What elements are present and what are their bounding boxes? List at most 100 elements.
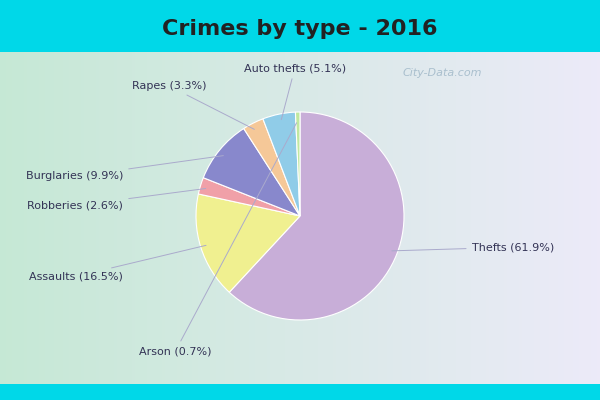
Bar [276,52,279,384]
Bar [45,52,48,384]
Bar [237,52,240,384]
Bar [333,52,336,384]
Bar [246,52,249,384]
Bar [153,52,156,384]
Bar [138,52,141,384]
Bar [165,52,168,384]
Text: Crimes by type - 2016: Crimes by type - 2016 [162,18,438,39]
Bar [411,52,414,384]
Bar [30,52,33,384]
Bar [126,52,129,384]
Bar [468,52,471,384]
Wedge shape [199,178,300,216]
Bar [579,52,582,384]
Bar [147,52,150,384]
Bar [162,52,165,384]
Bar [420,52,423,384]
Bar [114,52,117,384]
Bar [393,52,396,384]
Bar [429,52,432,384]
Bar [402,52,405,384]
Bar [174,52,177,384]
Bar [537,52,540,384]
Bar [555,52,558,384]
Bar [327,52,330,384]
Bar [339,52,342,384]
Bar [18,52,21,384]
Bar [15,52,18,384]
Bar [387,52,390,384]
Bar [435,52,438,384]
Text: Assaults (16.5%): Assaults (16.5%) [29,245,206,281]
Bar [516,52,519,384]
Bar [150,52,153,384]
Bar [480,52,483,384]
Bar [324,52,327,384]
Bar [24,52,27,384]
Bar [21,52,24,384]
Bar [492,52,495,384]
Wedge shape [263,112,300,216]
Bar [474,52,477,384]
Bar [534,52,537,384]
Bar [90,52,93,384]
Bar [570,52,573,384]
Bar [6,52,9,384]
Bar [75,52,78,384]
Bar [348,52,351,384]
Bar [78,52,81,384]
Bar [210,52,213,384]
Bar [12,52,15,384]
Bar [171,52,174,384]
Bar [540,52,543,384]
Bar [588,52,591,384]
Text: Arson (0.7%): Arson (0.7%) [139,123,296,356]
Bar [69,52,72,384]
Bar [267,52,270,384]
Bar [519,52,522,384]
Bar [42,52,45,384]
Bar [417,52,420,384]
Bar [195,52,198,384]
Bar [375,52,378,384]
Bar [315,52,318,384]
Bar [489,52,492,384]
Bar [564,52,567,384]
Bar [39,52,42,384]
Bar [294,52,297,384]
Bar [459,52,462,384]
Bar [447,52,450,384]
Bar [192,52,195,384]
Bar [561,52,564,384]
Bar [51,52,54,384]
Bar [63,52,66,384]
Bar [285,52,288,384]
Bar [498,52,501,384]
Bar [426,52,429,384]
Bar [123,52,126,384]
Bar [495,52,498,384]
Bar [189,52,192,384]
Bar [120,52,123,384]
Bar [507,52,510,384]
Bar [438,52,441,384]
Bar [597,52,600,384]
Bar [96,52,99,384]
Bar [318,52,321,384]
Text: City-Data.com: City-Data.com [403,68,482,78]
Bar [102,52,105,384]
Bar [354,52,357,384]
Bar [186,52,189,384]
Wedge shape [203,128,300,216]
Bar [378,52,381,384]
Bar [477,52,480,384]
Bar [105,52,108,384]
Bar [531,52,534,384]
Bar [558,52,561,384]
Bar [423,52,426,384]
Bar [300,52,303,384]
Wedge shape [244,119,300,216]
Bar [381,52,384,384]
Bar [180,52,183,384]
Bar [66,52,69,384]
